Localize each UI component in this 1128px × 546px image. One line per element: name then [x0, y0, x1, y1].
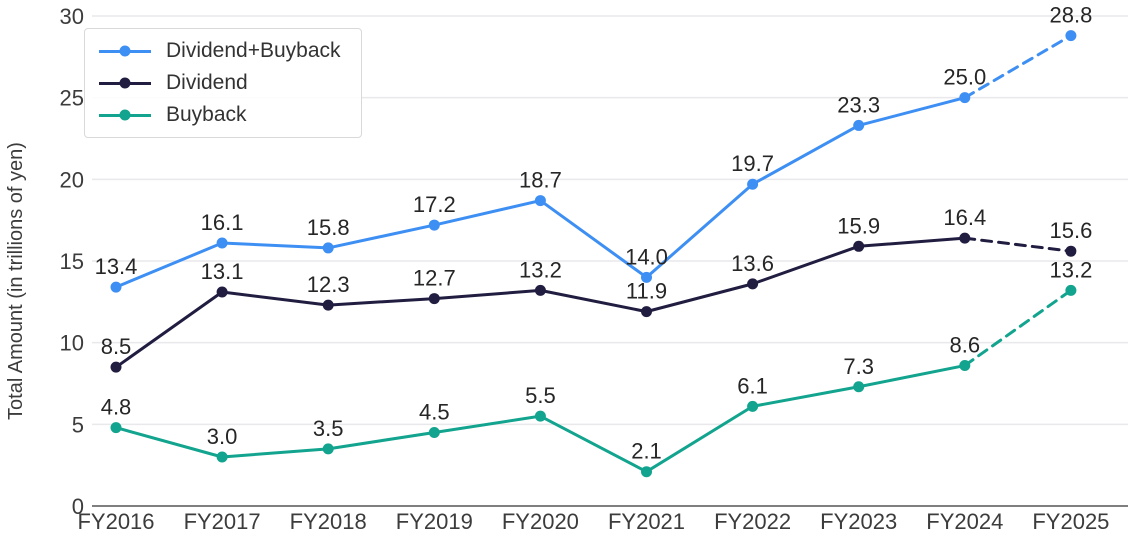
- data-point-value-label: 18.7: [519, 168, 562, 193]
- axes: 0 5 10 15 20 25 30 FY2016 FY2017 FY2018 FY2019 FY20…: [60, 4, 1128, 534]
- legend-dot-icon: [119, 45, 131, 57]
- legend-line-marker-icon: [99, 109, 151, 121]
- data-point-marker: [534, 195, 546, 207]
- data-point-marker: [216, 286, 228, 298]
- legend-item-label: Dividend: [166, 71, 248, 94]
- data-point-value-label: 25.0: [943, 65, 986, 90]
- x-tick-label: FY2021: [608, 509, 685, 534]
- x-tick-label: FY2023: [820, 509, 897, 534]
- data-point-marker: [747, 178, 759, 190]
- data-point-value-label: 16.1: [201, 210, 244, 235]
- data-point-marker: [641, 466, 652, 478]
- y-tick-label: 15: [60, 249, 84, 274]
- data-point-marker: [1065, 245, 1077, 257]
- data-point-marker: [428, 219, 440, 231]
- legend-item-1[interactable]: Dividend: [99, 71, 341, 95]
- x-tick-label: FY2019: [396, 509, 473, 534]
- data-point-value-label: 13.4: [95, 254, 138, 279]
- data-point-value-label: 4.8: [101, 395, 132, 420]
- data-point-value-label: 15.6: [1049, 218, 1092, 243]
- data-point-value-label: 4.5: [419, 400, 450, 425]
- data-point-marker: [428, 293, 440, 305]
- x-tick-label: FY2022: [714, 509, 791, 534]
- data-point-value-label: 13.2: [1049, 257, 1092, 282]
- x-tick-label: FY2016: [77, 509, 154, 534]
- data-point-value-label: 6.1: [737, 373, 768, 398]
- data-point-marker: [322, 443, 334, 455]
- y-tick-label: 10: [60, 331, 84, 356]
- data-point-marker: [959, 232, 971, 244]
- data-point-value-label: 12.7: [413, 266, 456, 291]
- data-point-marker: [110, 361, 122, 373]
- data-point-marker: [216, 237, 228, 249]
- data-point-value-label: 5.5: [525, 383, 556, 408]
- legend-item-label: Dividend+Buyback: [166, 39, 341, 62]
- legend-item-0[interactable]: Dividend+Buyback: [99, 39, 341, 63]
- data-point-value-label: 11.9: [626, 279, 667, 304]
- data-point-value-label: 14.0: [625, 244, 668, 269]
- data-point-value-label: 3.0: [207, 424, 238, 449]
- data-point-marker: [1065, 30, 1077, 42]
- data-point-marker: [641, 306, 652, 318]
- legend-dot-icon: [119, 109, 131, 121]
- data-point-marker: [322, 299, 334, 311]
- data-point-marker: [110, 281, 122, 293]
- x-tick-label: FY2017: [184, 509, 261, 534]
- data-point-marker: [959, 360, 971, 372]
- series-line-dashed-1: [963, 236, 1073, 253]
- data-point-marker: [322, 242, 334, 254]
- data-point-value-label: 13.6: [731, 251, 774, 276]
- data-point-marker: [853, 240, 865, 252]
- legend: Dividend+Buyback Dividend Buyback: [84, 28, 362, 138]
- y-tick-label: 0: [72, 494, 84, 519]
- y-tick-label: 30: [60, 4, 84, 29]
- x-tick-label: FY2020: [502, 509, 579, 534]
- series-line-dashed-2: [963, 288, 1073, 368]
- data-point-value-label: 16.4: [943, 205, 986, 230]
- data-point-marker: [641, 271, 652, 283]
- legend-dot-icon: [119, 77, 131, 89]
- data-point-marker: [747, 400, 759, 412]
- x-tick-label: FY2024: [926, 509, 1003, 534]
- y-tick-label: 25: [60, 86, 84, 111]
- data-point-value-label: 7.3: [843, 354, 874, 379]
- data-point-value-label: 13.1: [201, 259, 244, 284]
- data-point-value-label: 17.2: [413, 192, 456, 217]
- data-point-value-label: 13.2: [519, 257, 562, 282]
- data-points: [110, 30, 1077, 478]
- data-point-value-label: 8.5: [101, 334, 132, 359]
- legend-line-marker-icon: [99, 77, 151, 89]
- data-point-marker: [110, 422, 122, 434]
- data-point-value-label: 15.9: [837, 213, 880, 238]
- data-point-marker: [534, 410, 546, 422]
- data-point-marker: [216, 451, 228, 463]
- data-point-value-label: 3.5: [313, 416, 344, 441]
- data-point-marker: [853, 381, 865, 393]
- data-point-value-label: 2.1: [631, 439, 662, 464]
- data-point-value-label: 28.8: [1049, 3, 1092, 28]
- x-tick-label: FY2018: [290, 509, 367, 534]
- data-point-marker: [428, 427, 440, 438]
- y-tick-label: 20: [60, 167, 84, 192]
- data-point-marker: [747, 278, 759, 290]
- legend-line-marker-icon: [99, 45, 151, 57]
- data-point-value-label: 8.6: [950, 333, 981, 358]
- x-tick-label: FY2025: [1032, 509, 1109, 534]
- data-point-value-label: 12.3: [307, 272, 350, 297]
- data-point-value-label: 19.7: [731, 151, 774, 176]
- data-point-marker: [959, 92, 971, 104]
- y-axis-title: Total Amount (in trillions of yen): [5, 142, 27, 420]
- series-line-dashed-0: [963, 34, 1073, 100]
- legend-item-2[interactable]: Buyback: [99, 103, 341, 127]
- value-labels: 13.4 16.1 15.8 17.2 18.7 14.0 19.7 23.3 25.0 28.8…: [95, 3, 1093, 464]
- data-point-value-label: 15.8: [307, 215, 350, 240]
- y-tick-label: 5: [72, 412, 84, 437]
- data-point-marker: [534, 284, 546, 296]
- legend-item-label: Buyback: [166, 103, 247, 126]
- data-point-value-label: 23.3: [837, 92, 880, 117]
- data-point-marker: [1065, 284, 1077, 296]
- data-point-marker: [853, 119, 865, 131]
